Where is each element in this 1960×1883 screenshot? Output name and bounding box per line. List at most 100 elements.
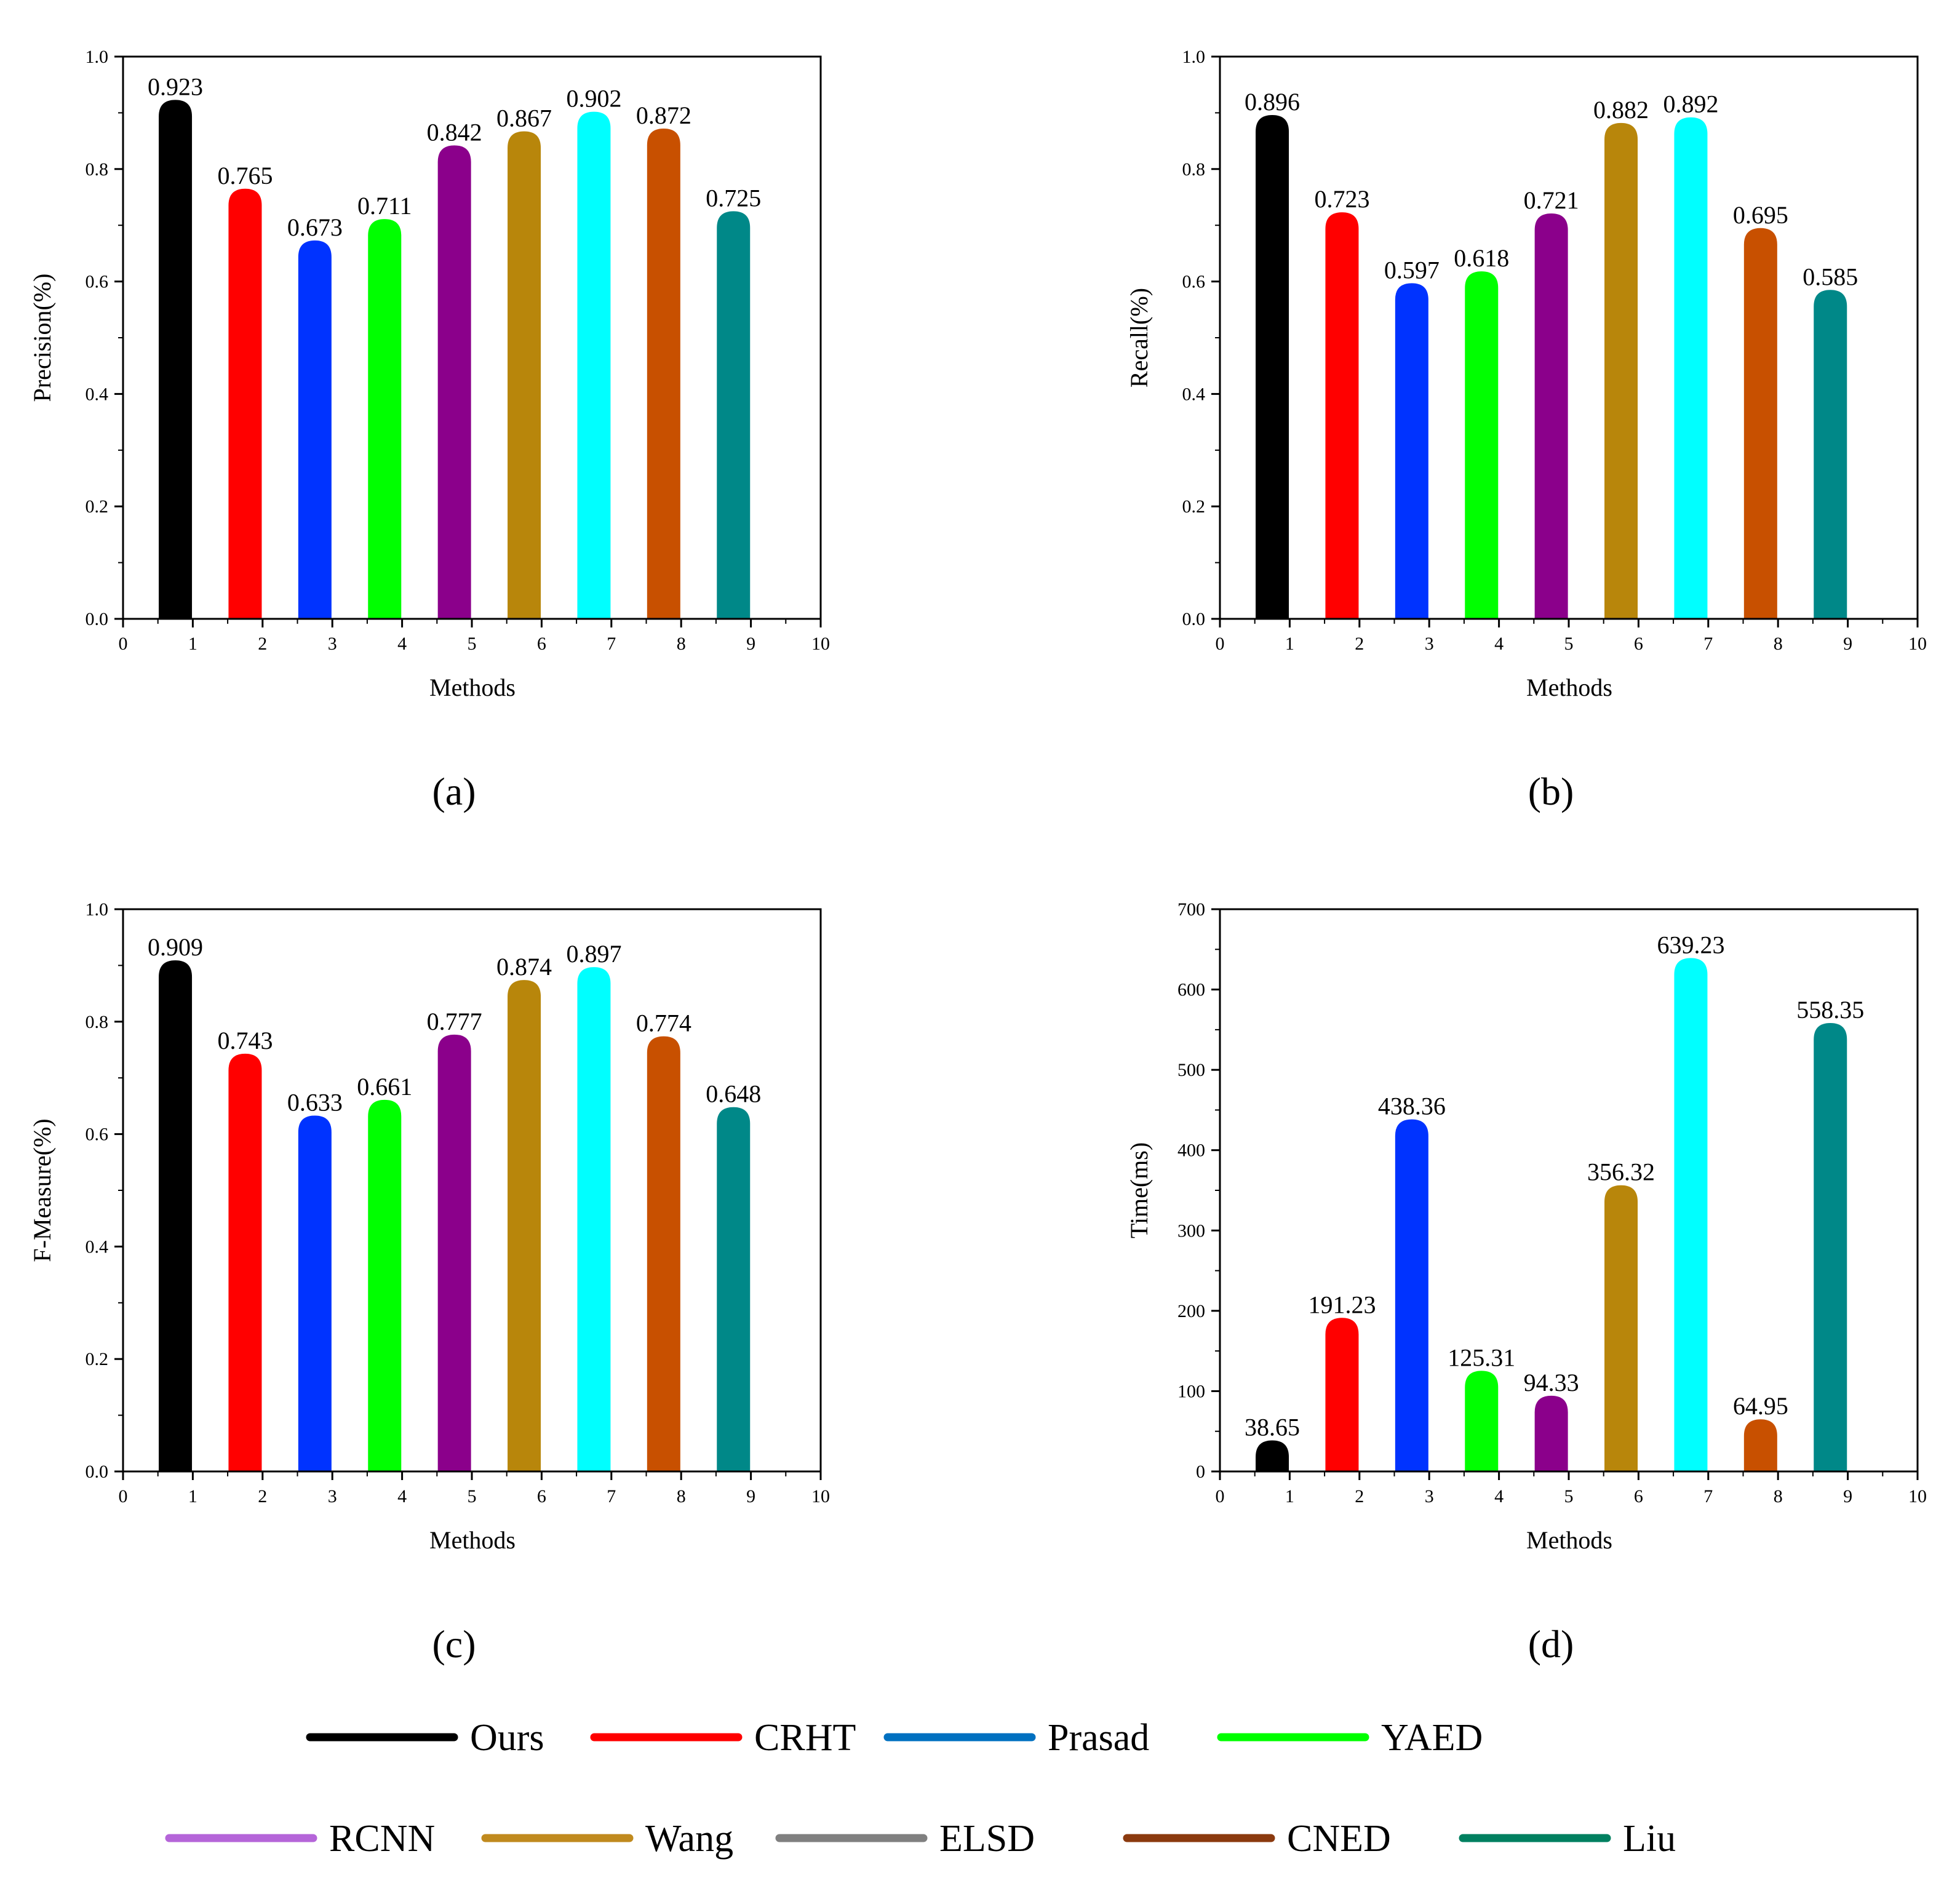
y-tick-label: 0.0 — [86, 1462, 109, 1482]
data-label-1: 0.923 — [148, 73, 203, 100]
x-tick-label: 5 — [1564, 1486, 1574, 1507]
y-tick-label: 0.4 — [86, 1236, 109, 1257]
bar-3 — [1395, 283, 1428, 619]
y-tick-label: 0.2 — [86, 496, 109, 517]
y-tick-label: 0.4 — [86, 384, 109, 404]
legend-label-liu: Liu — [1623, 1818, 1676, 1860]
bar-2 — [228, 1053, 262, 1471]
panel-label: (c) — [432, 1622, 476, 1666]
bar-4 — [368, 219, 402, 619]
y-tick-label: 200 — [1177, 1301, 1205, 1321]
x-tick-label: 3 — [328, 1486, 337, 1507]
legend-label-prasad: Prasad — [1048, 1717, 1149, 1759]
bar-6 — [1604, 1185, 1638, 1471]
x-tick-label: 9 — [746, 1486, 755, 1507]
data-label-8: 0.774 — [636, 1009, 691, 1037]
legend-label-elsd: ELSD — [939, 1818, 1035, 1860]
y-tick-label: 0.6 — [86, 272, 109, 292]
bar-7 — [577, 111, 611, 619]
data-label-5: 94.33 — [1524, 1369, 1579, 1396]
x-tick-label: 8 — [1774, 1486, 1783, 1507]
panel-label: (d) — [1528, 1622, 1574, 1666]
legend-label-wang: Wang — [645, 1818, 733, 1860]
data-label-4: 0.661 — [357, 1073, 412, 1101]
y-tick-label: 0.6 — [86, 1125, 109, 1145]
bar-2 — [1325, 212, 1359, 619]
x-tick-label: 1 — [1285, 634, 1294, 654]
data-label-3: 0.597 — [1384, 256, 1440, 284]
data-label-1: 38.65 — [1245, 1414, 1300, 1441]
bar-7 — [1674, 958, 1708, 1471]
x-tick-label: 3 — [1425, 1486, 1434, 1507]
y-tick-label: 0.4 — [1182, 384, 1206, 404]
data-label-2: 0.743 — [217, 1027, 273, 1054]
bar-4 — [368, 1099, 402, 1471]
x-tick-label: 7 — [1703, 634, 1713, 654]
x-tick-label: 4 — [397, 1486, 407, 1507]
y-axis-title: Time(ms) — [1125, 1142, 1153, 1238]
data-label-6: 0.867 — [496, 105, 552, 132]
data-label-7: 0.892 — [1663, 90, 1718, 118]
data-label-2: 191.23 — [1308, 1291, 1376, 1318]
bar-8 — [647, 1036, 680, 1471]
chart-time: 38.65 191.23 438.36 125.31 94.33 356.32 639.23… — [1125, 899, 1927, 1666]
x-tick-label: 0 — [1216, 1486, 1225, 1507]
y-tick-label: 700 — [1177, 899, 1205, 920]
bar-3 — [298, 240, 332, 619]
bar-7 — [577, 967, 611, 1471]
x-tick-label: 5 — [1564, 634, 1574, 654]
x-tick-label: 0 — [119, 1486, 128, 1507]
legend-label-ours: Ours — [470, 1717, 544, 1759]
x-tick-label: 5 — [468, 634, 477, 654]
data-label-9: 0.585 — [1803, 263, 1858, 290]
plot-frame — [1219, 55, 1919, 620]
x-tick-label: 8 — [677, 634, 686, 654]
x-tick-label: 2 — [1355, 634, 1364, 654]
data-label-9: 0.725 — [706, 184, 761, 212]
x-tick-label: 2 — [258, 634, 267, 654]
x-axis-title: Methods — [429, 674, 516, 701]
x-tick-label: 2 — [1355, 1486, 1364, 1507]
bar-1 — [1256, 115, 1289, 619]
legend-label-cned: CNED — [1287, 1818, 1391, 1860]
data-label-1: 0.909 — [148, 933, 203, 961]
bar-2 — [228, 188, 262, 619]
y-tick-label: 0.8 — [86, 1012, 109, 1032]
bar-9 — [717, 1107, 751, 1471]
data-label-6: 0.874 — [496, 953, 552, 981]
data-label-9: 558.35 — [1796, 996, 1864, 1024]
x-tick-label: 10 — [811, 634, 830, 654]
y-tick-label: 0 — [1196, 1462, 1205, 1482]
y-tick-label: 1.0 — [86, 899, 109, 920]
x-tick-label: 10 — [1908, 1486, 1927, 1507]
y-tick-label: 0.6 — [1182, 272, 1206, 292]
plot-frame — [122, 908, 822, 1473]
legend-label-rcnn: RCNN — [329, 1818, 435, 1860]
x-tick-label: 4 — [1494, 634, 1504, 654]
y-tick-label: 0.0 — [86, 609, 109, 629]
data-label-3: 438.36 — [1378, 1093, 1446, 1120]
bar-1 — [159, 960, 193, 1471]
data-label-4: 0.711 — [357, 192, 412, 220]
bar-5 — [437, 1034, 471, 1471]
data-label-6: 356.32 — [1587, 1158, 1655, 1186]
bar-9 — [1814, 1022, 1847, 1471]
y-tick-label: 300 — [1177, 1220, 1205, 1241]
data-label-3: 0.633 — [287, 1088, 343, 1116]
x-tick-label: 8 — [1774, 634, 1783, 654]
x-tick-label: 7 — [607, 634, 616, 654]
y-tick-label: 0.0 — [1182, 609, 1206, 629]
data-label-5: 0.777 — [427, 1008, 482, 1035]
y-tick-label: 500 — [1177, 1060, 1205, 1080]
bar-6 — [1604, 122, 1638, 619]
bar-4 — [1465, 1371, 1499, 1471]
y-tick-label: 0.8 — [86, 159, 109, 180]
panel-label: (b) — [1528, 770, 1574, 813]
x-tick-label: 3 — [328, 634, 337, 654]
x-tick-label: 7 — [607, 1486, 616, 1507]
x-tick-label: 7 — [1703, 1486, 1713, 1507]
chart-f-measure: 0.909 0.743 0.633 0.661 0.777 0.874 0.8 9 7 0.774… — [28, 899, 830, 1666]
data-label-4: 0.618 — [1454, 244, 1509, 272]
